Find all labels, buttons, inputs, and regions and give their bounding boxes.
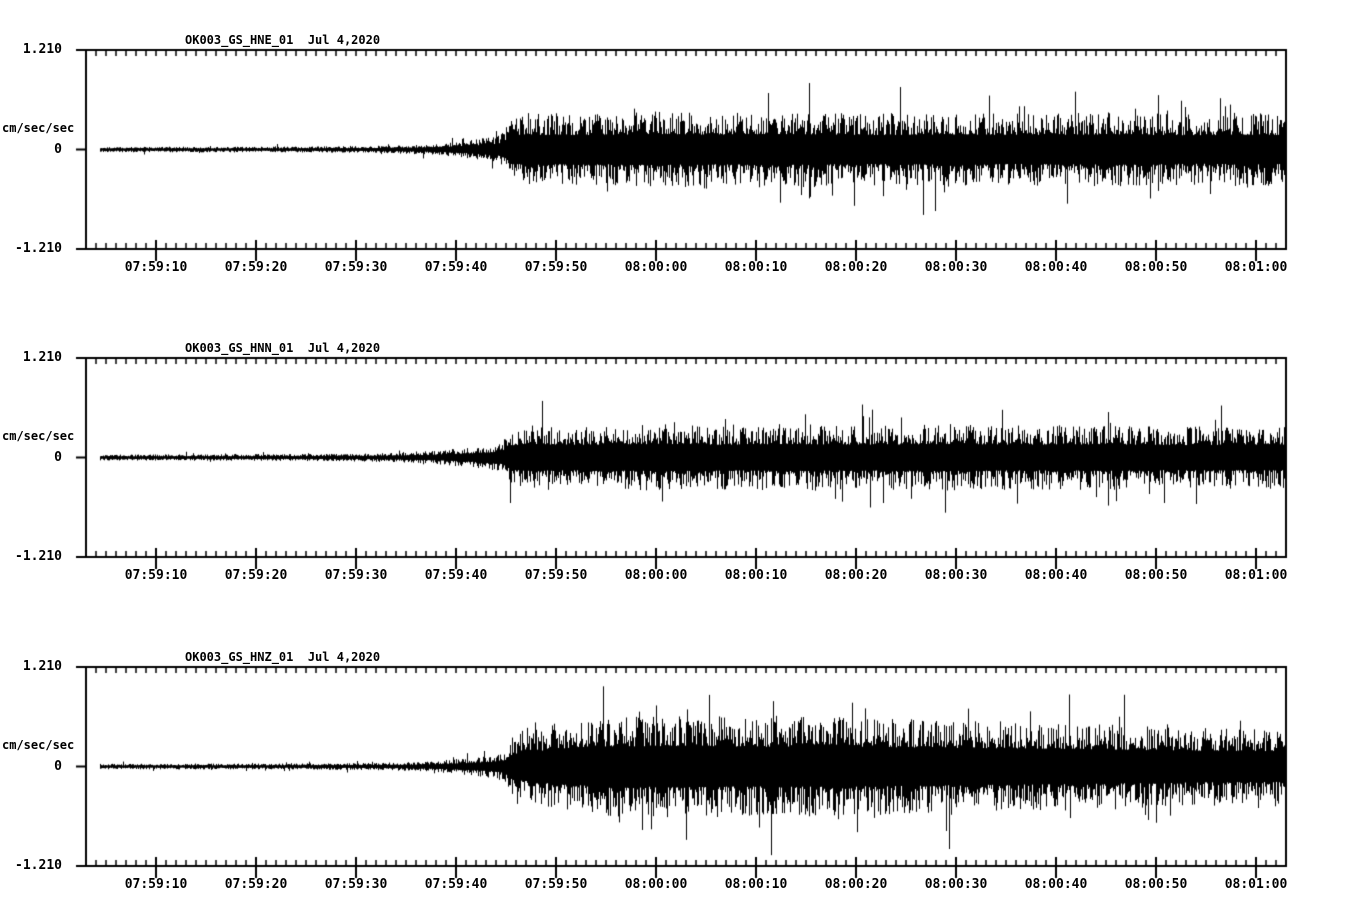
- waveform-canvas-hne: [75, 48, 1289, 264]
- x-tick-label: 08:01:00: [1224, 568, 1288, 583]
- y-axis-min-label: -1.210: [15, 858, 62, 873]
- x-axis-tick-labels: 07:59:10 07:59:20 07:59:30 07:59:40 07:59:50…: [0, 878, 1358, 894]
- x-tick-label: 07:59:30: [324, 568, 388, 583]
- waveform-canvas-hnz: [75, 665, 1289, 881]
- y-axis-zero-label: 0: [54, 142, 62, 157]
- plot-title: OK003_GS_HNE_01 Jul 4,2020: [185, 33, 381, 47]
- x-tick-label: 07:59:20: [224, 877, 288, 892]
- x-tick-label: 08:00:20: [824, 260, 888, 275]
- x-tick-label: 07:59:10: [124, 877, 188, 892]
- x-tick-label: 07:59:50: [524, 568, 588, 583]
- plot-title: OK003_GS_HNZ_01 Jul 4,2020: [185, 650, 381, 664]
- x-tick-label: 08:00:50: [1124, 568, 1188, 583]
- x-tick-label: 07:59:20: [224, 260, 288, 275]
- plot-title: OK003_GS_HNN_01 Jul 4,2020: [185, 341, 381, 355]
- x-tick-label: 08:00:40: [1024, 260, 1088, 275]
- x-tick-label: 07:59:40: [424, 260, 488, 275]
- y-axis-unit-label: cm/sec/sec: [2, 738, 75, 752]
- x-tick-label: 08:00:00: [624, 568, 688, 583]
- x-tick-label: 07:59:50: [524, 877, 588, 892]
- x-tick-label: 08:00:40: [1024, 877, 1088, 892]
- x-axis-tick-labels: 07:59:10 07:59:20 07:59:30 07:59:40 07:59:50…: [0, 569, 1358, 585]
- x-tick-label: 07:59:30: [324, 260, 388, 275]
- y-axis-max-label: 1.210: [22, 350, 62, 365]
- x-tick-label: 07:59:40: [424, 568, 488, 583]
- y-axis-zero-label: 0: [54, 759, 62, 774]
- x-tick-label: 08:00:50: [1124, 877, 1188, 892]
- y-axis-max-label: 1.210: [22, 42, 62, 57]
- x-tick-label: 08:00:00: [624, 260, 688, 275]
- x-tick-label: 08:00:50: [1124, 260, 1188, 275]
- x-tick-label: 08:00:30: [924, 568, 988, 583]
- x-tick-label: 08:00:30: [924, 260, 988, 275]
- y-axis-min-label: -1.210: [15, 549, 62, 564]
- x-tick-label: 08:00:40: [1024, 568, 1088, 583]
- x-tick-label: 07:59:50: [524, 260, 588, 275]
- x-tick-label: 08:00:10: [724, 260, 788, 275]
- x-tick-label: 07:59:10: [124, 568, 188, 583]
- x-tick-label: 08:00:30: [924, 877, 988, 892]
- y-axis-zero-label: 0: [54, 450, 62, 465]
- x-tick-label: 08:01:00: [1224, 877, 1288, 892]
- x-tick-label: 08:00:10: [724, 568, 788, 583]
- x-tick-label: 07:59:20: [224, 568, 288, 583]
- x-tick-label: 08:01:00: [1224, 260, 1288, 275]
- y-axis-unit-label: cm/sec/sec: [2, 429, 75, 443]
- x-tick-label: 07:59:30: [324, 877, 388, 892]
- x-tick-label: 07:59:10: [124, 260, 188, 275]
- x-tick-label: 07:59:40: [424, 877, 488, 892]
- x-tick-label: 08:00:20: [824, 568, 888, 583]
- y-axis-max-label: 1.210: [22, 659, 62, 674]
- x-axis-tick-labels: 07:59:10 07:59:20 07:59:30 07:59:40 07:59:50…: [0, 261, 1358, 277]
- x-tick-label: 08:00:20: [824, 877, 888, 892]
- waveform-canvas-hnn: [75, 356, 1289, 572]
- y-axis-min-label: -1.210: [15, 241, 62, 256]
- x-tick-label: 08:00:10: [724, 877, 788, 892]
- x-tick-label: 08:00:00: [624, 877, 688, 892]
- y-axis-unit-label: cm/sec/sec: [2, 121, 75, 135]
